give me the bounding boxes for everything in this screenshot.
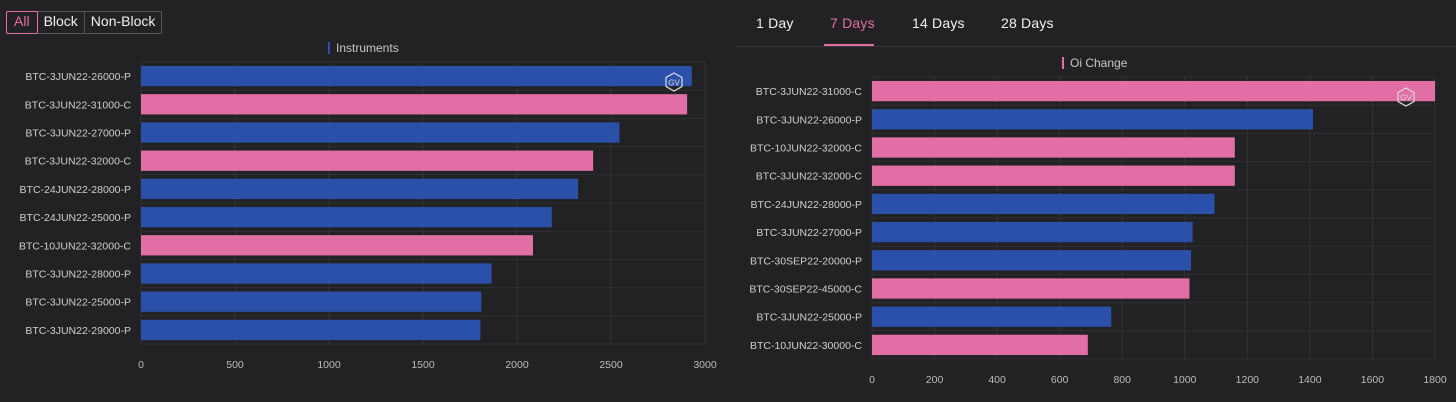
bar[interactable]	[141, 291, 482, 312]
category-label: BTC-24JUN22-28000-P	[20, 184, 131, 196]
bar[interactable]	[872, 306, 1112, 327]
gv-logo-icon: GV	[665, 72, 683, 92]
x-tick-label: 1800	[1423, 374, 1447, 386]
gv-logo-icon: GV	[1397, 87, 1415, 107]
category-label: BTC-30SEP22-45000-C	[749, 284, 862, 296]
category-label: BTC-24JUN22-25000-P	[20, 212, 131, 224]
filter-non-block-button[interactable]: Non-Block	[90, 13, 156, 29]
category-label: BTC-3JUN22-26000-P	[756, 114, 862, 126]
bar[interactable]	[872, 109, 1314, 130]
x-tick-label: 0	[869, 374, 875, 386]
svg-text:GV: GV	[668, 79, 680, 88]
bar[interactable]	[141, 65, 692, 87]
category-label: BTC-10JUN22-30000-C	[750, 340, 862, 352]
x-tick-label: 2000	[505, 359, 529, 371]
category-label: BTC-3JUN22-25000-P	[756, 312, 862, 324]
bar[interactable]	[141, 150, 594, 171]
bar[interactable]	[141, 263, 492, 284]
bar[interactable]	[141, 178, 579, 200]
filter-block-button[interactable]: Block	[38, 12, 85, 33]
legend-swatch	[1062, 57, 1064, 69]
bar[interactable]	[141, 206, 552, 228]
x-tick-label: 600	[1051, 374, 1069, 386]
bar[interactable]	[141, 122, 620, 143]
category-label: BTC-3JUN22-26000-P	[25, 71, 131, 83]
filter-all-button[interactable]: All	[6, 11, 38, 34]
category-label: BTC-3JUN22-27000-P	[25, 128, 131, 140]
legend-label: Instruments	[336, 41, 399, 55]
bar[interactable]	[872, 250, 1192, 271]
bar[interactable]	[141, 319, 481, 341]
x-tick-label: 1000	[1173, 374, 1197, 386]
legend-label: Oi Change	[1070, 56, 1128, 70]
x-tick-label: 1400	[1298, 374, 1322, 386]
bar[interactable]	[872, 165, 1235, 186]
period-tabs: 1 Day 7 Days 14 Days 28 Days	[736, 0, 1456, 47]
left-chart-legend[interactable]: Instruments	[328, 41, 399, 55]
bar[interactable]	[872, 334, 1088, 356]
x-tick-label: 800	[1113, 374, 1131, 386]
x-tick-label: 1500	[411, 359, 435, 371]
x-tick-label: 0	[138, 359, 144, 371]
tab-28-days[interactable]: 28 Days	[1001, 15, 1054, 31]
category-label: BTC-10JUN22-32000-C	[19, 240, 131, 252]
category-label: BTC-30SEP22-20000-P	[750, 255, 862, 267]
x-tick-label: 3000	[693, 359, 717, 371]
bar[interactable]	[141, 235, 533, 256]
category-label: BTC-3JUN22-27000-P	[756, 227, 862, 239]
svg-text:GV: GV	[1400, 94, 1412, 103]
category-label: BTC-3JUN22-31000-C	[756, 86, 863, 98]
trade-type-filter: All Block Non-Block	[6, 11, 163, 34]
x-tick-label: 1000	[317, 359, 341, 371]
category-label: BTC-3JUN22-32000-C	[756, 171, 863, 183]
active-tab-indicator	[824, 44, 874, 46]
bar[interactable]	[872, 80, 1435, 102]
tab-1-day[interactable]: 1 Day	[756, 15, 794, 31]
x-tick-label: 2500	[599, 359, 623, 371]
category-label: BTC-3JUN22-28000-P	[25, 269, 131, 281]
category-label: BTC-3JUN22-29000-P	[25, 325, 131, 337]
bar[interactable]	[872, 137, 1235, 158]
tab-14-days[interactable]: 14 Days	[912, 15, 965, 31]
category-label: BTC-3JUN22-32000-C	[25, 156, 132, 168]
bar[interactable]	[141, 94, 688, 115]
bar[interactable]	[872, 221, 1193, 243]
category-label: BTC-24JUN22-28000-P	[751, 199, 862, 211]
x-tick-label: 400	[988, 374, 1006, 386]
x-tick-label: 200	[926, 374, 944, 386]
x-tick-label: 1200	[1236, 374, 1260, 386]
bar[interactable]	[872, 278, 1190, 299]
category-label: BTC-3JUN22-25000-P	[25, 297, 131, 309]
bar[interactable]	[872, 193, 1215, 215]
right-chart-legend[interactable]: Oi Change	[1062, 56, 1127, 70]
legend-swatch	[328, 42, 330, 54]
tab-7-days[interactable]: 7 Days	[830, 15, 875, 31]
x-tick-label: 500	[226, 359, 244, 371]
category-label: BTC-10JUN22-32000-C	[750, 143, 862, 155]
category-label: BTC-3JUN22-31000-C	[25, 99, 132, 111]
x-tick-label: 1600	[1361, 374, 1385, 386]
